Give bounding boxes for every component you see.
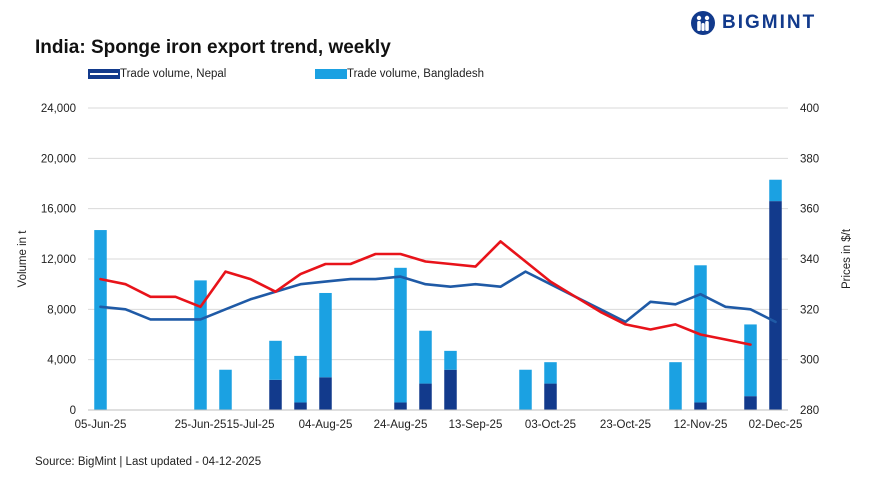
bar-nepal (694, 402, 707, 410)
bar-bangladesh (219, 369, 232, 410)
y-tick-label: 8,000 (47, 304, 76, 316)
y2-tick-label: 400 (800, 103, 819, 115)
bar-nepal (269, 379, 282, 410)
legend-label-nepal: Trade volume, Nepal (120, 68, 227, 80)
bar-bangladesh (269, 340, 282, 380)
y-tick-label: 24,000 (41, 103, 76, 115)
x-tick-label: 24-Aug-25 (374, 419, 428, 431)
bar-nepal (444, 369, 457, 410)
x-tick-label: 15-Jul-25 (227, 419, 275, 431)
x-tick-label: 03-Oct-25 (525, 419, 576, 431)
bar-bangladesh (444, 350, 457, 370)
bigmint-logo-icon (691, 11, 715, 35)
bar-bangladesh (194, 280, 207, 410)
bar-nepal (319, 377, 332, 410)
chart-title: India: Sponge iron export trend, weekly (35, 37, 391, 58)
x-tick-label: 25-Jun-25 (175, 419, 227, 431)
x-tick-label: 04-Aug-25 (299, 419, 353, 431)
legend-item-bangladesh: Trade volume, Bangladesh (315, 68, 484, 80)
price-line-blue (99, 270, 777, 324)
bar-nepal (394, 402, 407, 410)
y-tick-label: 16,000 (41, 204, 76, 216)
bar-nepal (419, 383, 432, 410)
y2-tick-label: 300 (800, 355, 819, 367)
legend-swatch-bangladesh (315, 69, 347, 79)
source-note: Source: BigMint | Last updated - 04-12-2… (35, 456, 262, 468)
y2-tick-label: 320 (800, 304, 819, 316)
legend-item-nepal: Trade volume, Nepal (88, 68, 226, 80)
bar-bangladesh (294, 355, 307, 403)
y-tick-label: 0 (70, 405, 76, 417)
x-tick-label: 02-Dec-25 (749, 419, 803, 431)
bigmint-logo: BIGMINT (690, 10, 816, 36)
bar-bangladesh (419, 330, 432, 384)
bar-nepal (744, 396, 757, 410)
y2-tick-label: 280 (800, 405, 819, 417)
bar-bangladesh (394, 267, 407, 403)
y-tick-label: 4,000 (47, 355, 76, 367)
y2-tick-label: 340 (800, 254, 819, 266)
bar-bangladesh (769, 179, 782, 202)
bar-bangladesh (94, 230, 107, 410)
x-tick-label: 05-Jun-25 (75, 419, 127, 431)
bar-nepal (294, 402, 307, 410)
y2-tick-label: 360 (800, 204, 819, 216)
legend-label-bangladesh: Trade volume, Bangladesh (347, 68, 485, 80)
bar-nepal (544, 383, 557, 410)
price-line-red (99, 240, 752, 346)
y2-axis-title: Prices in $/t (841, 228, 853, 289)
y-tick-label: 20,000 (41, 153, 76, 165)
y-axis-title: Volume in t (17, 230, 29, 288)
y-tick-label: 12,000 (41, 254, 76, 266)
legend-swatch-nepal (88, 69, 120, 79)
bar-bangladesh (744, 324, 757, 397)
x-tick-label: 13-Sep-25 (449, 419, 503, 431)
bar-bangladesh (544, 362, 557, 384)
bar-bangladesh (319, 292, 332, 378)
logo-text: BIGMINT (722, 12, 817, 33)
y2-tick-label: 380 (800, 153, 819, 165)
bar-bangladesh (669, 362, 682, 410)
bar-nepal (769, 201, 782, 410)
x-tick-label: 23-Oct-25 (600, 419, 651, 431)
x-tick-label: 12-Nov-25 (674, 419, 728, 431)
bar-bangladesh (519, 369, 532, 410)
